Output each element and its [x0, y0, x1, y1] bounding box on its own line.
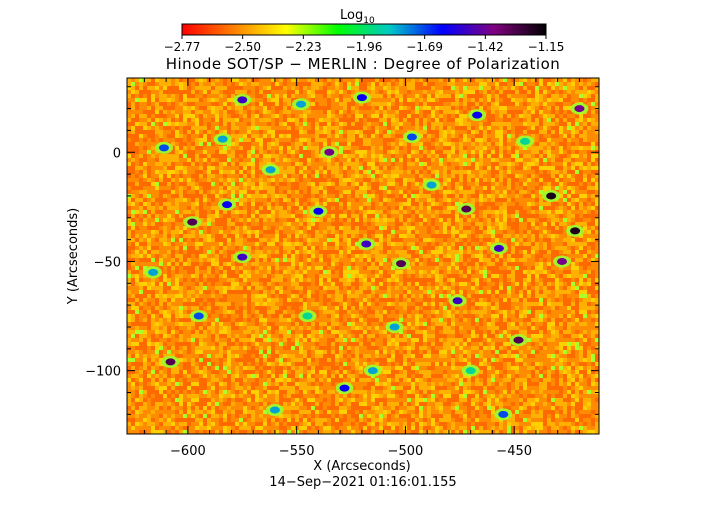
- colorbar-tick-label: −1.15: [528, 40, 565, 54]
- feature-core: [269, 406, 280, 414]
- feature-core: [557, 257, 568, 265]
- colorbar-strip: [181, 23, 547, 36]
- colorbar: Log10 −2.77 −2.50 −2.23 −1.96 −1.69 −1.4…: [164, 8, 565, 54]
- x-tick-label: −600: [170, 444, 206, 459]
- feature-core: [406, 133, 417, 141]
- feature-core: [465, 367, 476, 375]
- x-axis-tick-labels: −600 −550 −500 −450: [170, 444, 532, 459]
- feature-core: [367, 367, 378, 375]
- feature-core: [426, 181, 437, 189]
- heatmap-image: [127, 78, 599, 434]
- colorbar-tick-label: −1.42: [467, 40, 504, 54]
- feature-core: [193, 312, 204, 320]
- colorbar-tick-label: −2.23: [285, 40, 322, 54]
- feature-core: [520, 137, 531, 145]
- y-axis-label: Y (Arcseconds): [66, 208, 81, 305]
- feature-core: [313, 207, 324, 215]
- feature-core: [396, 260, 407, 268]
- y-tick-label: 0: [113, 146, 121, 161]
- timestamp: 14−Sep−2021 01:16:01.155: [269, 475, 456, 490]
- feature-core: [461, 205, 472, 213]
- plot-frame: [126, 77, 600, 435]
- feature-core: [296, 100, 307, 108]
- feature-core: [165, 358, 176, 366]
- heatmap-noise: [127, 78, 599, 434]
- feature-core: [570, 227, 581, 235]
- y-axis-ticks: [127, 86, 599, 415]
- feature-core: [498, 410, 509, 418]
- y-tick-label: −100: [85, 365, 121, 380]
- colorbar-tick-label: −2.50: [224, 40, 261, 54]
- heatmap-features: [144, 91, 589, 421]
- y-tick-label: −50: [94, 255, 121, 270]
- feature-core: [237, 253, 248, 261]
- chart-title: Hinode SOT/SP − MERLIN : Degree of Polar…: [166, 55, 561, 73]
- x-tick-label: −450: [496, 444, 532, 459]
- colorbar-tick-label: −1.69: [406, 40, 443, 54]
- colorbar-tick-label: −1.96: [346, 40, 383, 54]
- feature-core: [452, 297, 463, 305]
- colorbar-ticks: [181, 35, 547, 39]
- colorbar-label-main: Log: [340, 8, 363, 23]
- feature-core: [339, 384, 350, 392]
- x-axis-ticks: [143, 78, 580, 434]
- feature-core: [472, 111, 483, 119]
- x-tick-label: −500: [388, 444, 424, 459]
- x-axis-label: X (Arcseconds): [313, 459, 410, 474]
- feature-core: [513, 336, 524, 344]
- feature-core: [302, 312, 313, 320]
- feature-core: [237, 96, 248, 104]
- feature-core: [361, 240, 372, 248]
- feature-core: [356, 94, 367, 102]
- colorbar-label: Log10: [340, 8, 375, 26]
- x-tick-label: −550: [279, 444, 315, 459]
- feature-core: [265, 166, 276, 174]
- feature-core: [217, 135, 228, 143]
- colorbar-tick-labels: −2.77 −2.50 −2.23 −1.96 −1.69 −1.42 −1.1…: [164, 40, 565, 54]
- feature-core: [148, 268, 159, 276]
- feature-core: [158, 144, 169, 152]
- feature-core: [493, 244, 504, 252]
- feature-core: [324, 148, 335, 156]
- feature-core: [546, 192, 557, 200]
- feature-core: [222, 201, 233, 209]
- feature-core: [389, 323, 400, 331]
- feature-core: [574, 105, 585, 113]
- colorbar-label-sub: 10: [363, 16, 375, 26]
- colorbar-tick-label: −2.77: [164, 40, 201, 54]
- feature-core: [187, 218, 198, 226]
- y-axis-tick-labels: 0 −50 −100: [85, 146, 121, 379]
